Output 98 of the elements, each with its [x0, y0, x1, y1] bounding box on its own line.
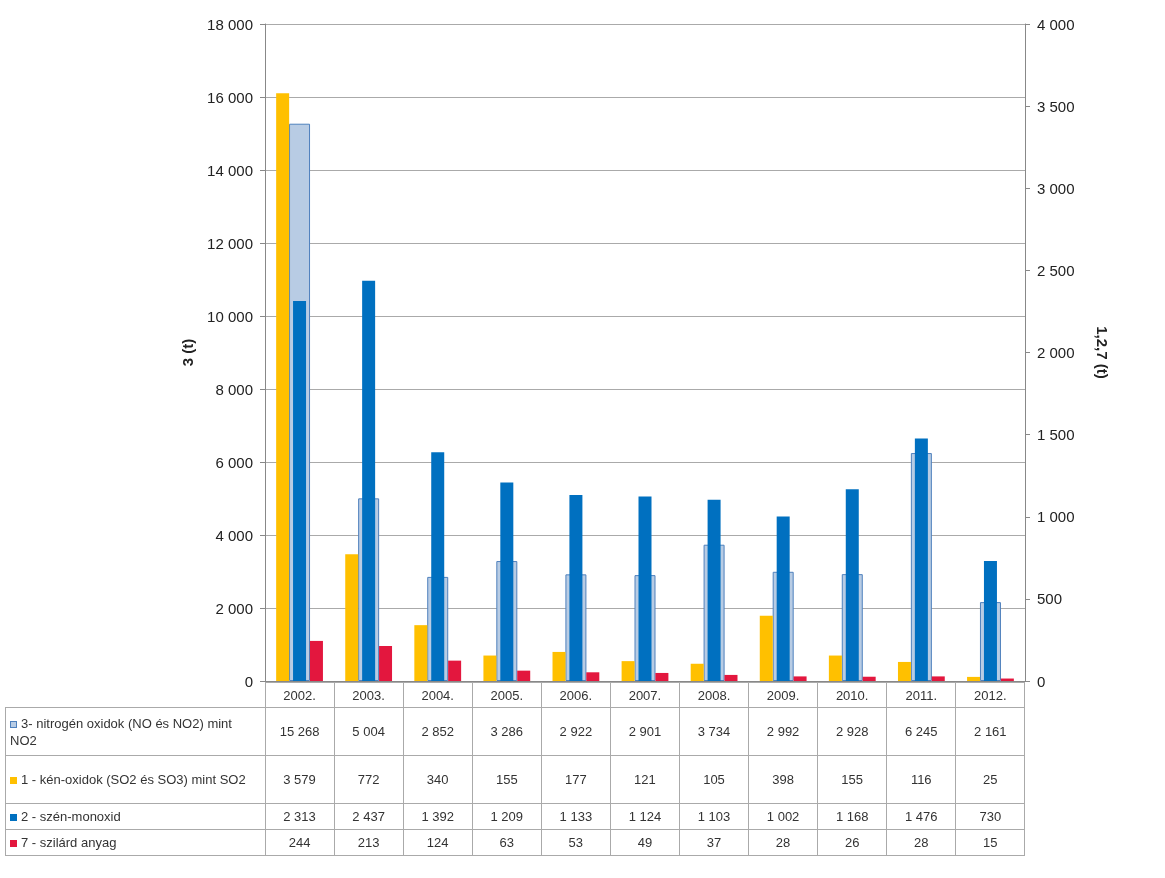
- data-label: 2 313: [265, 803, 335, 830]
- data-label: 2 928: [817, 707, 887, 756]
- bar: [862, 676, 876, 681]
- legend-label: 2 - szén-monoxid: [5, 803, 265, 830]
- data-label: 15: [955, 829, 1025, 856]
- data-label: 1 103: [679, 803, 749, 830]
- bar: [897, 661, 911, 681]
- data-label: 6 245: [886, 707, 956, 756]
- data-label: 2 922: [541, 707, 611, 756]
- x-tick-label: 2004.: [403, 682, 473, 708]
- y-tick-label: 8 000: [215, 380, 253, 398]
- bar: [931, 676, 945, 681]
- data-label: 49: [610, 829, 680, 856]
- data-label: 155: [817, 755, 887, 804]
- data-label: 121: [610, 755, 680, 804]
- bar: [828, 655, 842, 681]
- bar: [724, 674, 738, 681]
- data-label: 2 852: [403, 707, 473, 756]
- data-label: 177: [541, 755, 611, 804]
- data-label: 3 579: [265, 755, 335, 804]
- y-tick-label: 6 000: [215, 453, 253, 471]
- data-label: 37: [679, 829, 749, 856]
- y-tick-label: 16 000: [207, 88, 253, 106]
- data-label: 26: [817, 829, 887, 856]
- data-label: 244: [265, 829, 335, 856]
- y2-tick-label: 500: [1037, 590, 1063, 608]
- data-label: 124: [403, 829, 473, 856]
- x-tick-label: 2005.: [472, 682, 542, 708]
- data-label: 730: [955, 803, 1025, 830]
- bar: [448, 660, 462, 681]
- data-label: 2 161: [955, 707, 1025, 756]
- y2-tick-label: 2 000: [1037, 344, 1075, 361]
- bar: [621, 661, 635, 681]
- data-label: 1 209: [472, 803, 542, 830]
- data-label: 15 268: [265, 707, 335, 756]
- y-tick-label: 2 000: [215, 599, 253, 617]
- data-label: 2 437: [334, 803, 404, 830]
- bar: [655, 672, 669, 681]
- data-label: 1 168: [817, 803, 887, 830]
- y2-tick-label: 4 000: [1037, 15, 1075, 33]
- bar: [967, 676, 981, 681]
- bar: [552, 651, 566, 681]
- x-tick-label: 2006.: [541, 682, 611, 708]
- bar: [586, 672, 600, 681]
- data-label: 116: [886, 755, 956, 804]
- y2-tick-label: 2 500: [1037, 261, 1075, 279]
- data-label: 28: [748, 829, 818, 856]
- data-label: 105: [679, 755, 749, 804]
- data-label: 1 124: [610, 803, 680, 830]
- y-tick-label: 18 000: [207, 15, 253, 33]
- data-label: 28: [886, 829, 956, 856]
- bar: [293, 301, 307, 681]
- data-label: 53: [541, 829, 611, 856]
- bar: [690, 663, 704, 681]
- x-tick-label: 2002.: [265, 682, 335, 708]
- bar: [517, 670, 531, 681]
- y-tick-label: 0: [244, 672, 253, 690]
- y2-tick-label: 1 000: [1037, 508, 1075, 526]
- data-label: 2 992: [748, 707, 818, 756]
- x-tick-label: 2003.: [334, 682, 404, 708]
- y-tick-label: 14 000: [207, 161, 253, 179]
- legend-label: 7 - szilárd anyag: [5, 829, 265, 856]
- bar: [793, 676, 807, 681]
- y-tick-label: 4 000: [215, 526, 253, 544]
- y2-tick-label: 3 500: [1037, 97, 1075, 115]
- data-label: 3 286: [472, 707, 542, 756]
- bar: [309, 640, 323, 681]
- data-label: 3 734: [679, 707, 749, 756]
- data-label: 5 004: [334, 707, 404, 756]
- x-tick-label: 2009.: [748, 682, 818, 708]
- y2-tick-label: 1 500: [1037, 426, 1075, 444]
- y-axis-title: 3 (t): [179, 338, 196, 367]
- data-label: 63: [472, 829, 542, 856]
- data-label: 2 901: [610, 707, 680, 756]
- data-label: 772: [334, 755, 404, 804]
- data-label: 1 002: [748, 803, 818, 830]
- data-label: 213: [334, 829, 404, 856]
- data-label: 1 133: [541, 803, 611, 830]
- data-label: 398: [748, 755, 818, 804]
- data-label: 1 392: [403, 803, 473, 830]
- bar: [483, 655, 497, 681]
- y2-tick-label: 0: [1037, 672, 1046, 690]
- y-tick-label: 10 000: [207, 307, 253, 325]
- bar: [379, 646, 393, 681]
- legend-label: 3- nitrogén oxidok (NO és NO2) mint NO2: [5, 707, 265, 756]
- x-tick-label: 2011.: [886, 682, 956, 708]
- data-label: 25: [955, 755, 1025, 804]
- data-label: 1 476: [886, 803, 956, 830]
- x-tick-label: 2008.: [679, 682, 749, 708]
- legend-label: 1 - kén-oxidok (SO2 és SO3) mint SO2: [5, 755, 265, 804]
- data-label: 340: [403, 755, 473, 804]
- data-label: 155: [472, 755, 542, 804]
- y2-tick-label: 3 000: [1037, 179, 1075, 197]
- y2-axis-title: 1,2,7 (t): [1094, 326, 1111, 379]
- x-tick-label: 2007.: [610, 682, 680, 708]
- x-tick-label: 2012.: [955, 682, 1025, 708]
- x-tick-label: 2010.: [817, 682, 887, 708]
- y-tick-label: 12 000: [207, 234, 253, 252]
